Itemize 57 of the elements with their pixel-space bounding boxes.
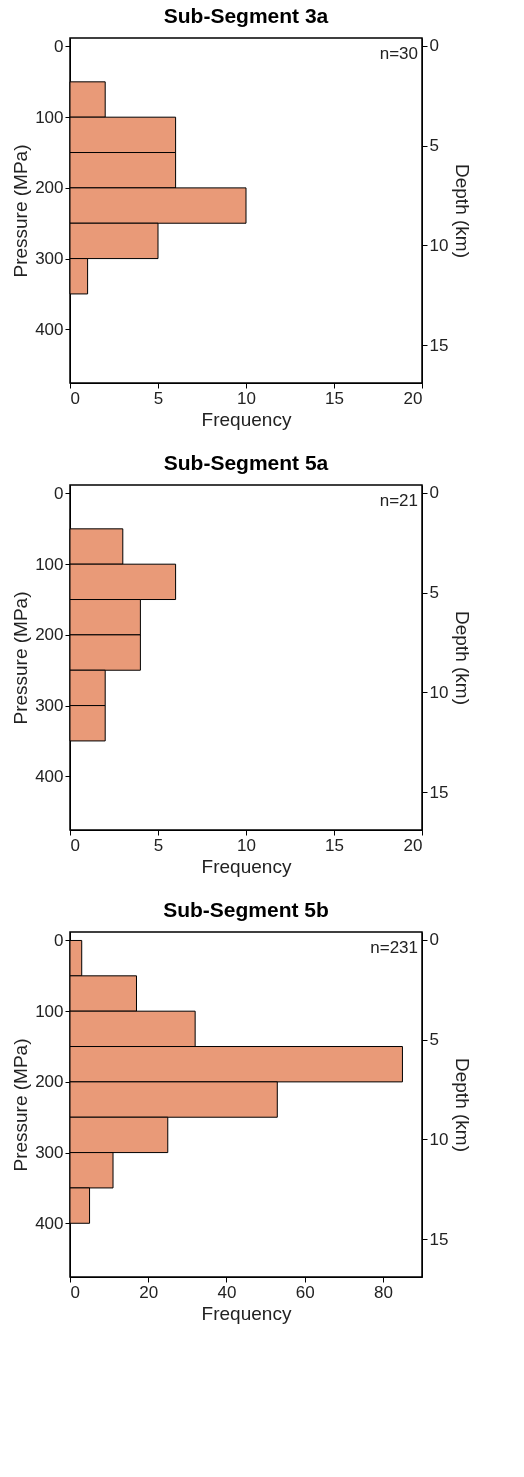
chart-title: Sub-Segment 3a (163, 4, 329, 28)
y2-tick-label: 10 (429, 235, 449, 255)
y-tick-label: 400 (35, 319, 64, 339)
y2-tick-label: 0 (429, 930, 439, 950)
x-tick-label: 20 (403, 835, 423, 855)
y-tick-label: 0 (54, 483, 64, 503)
annotation: n=21 (379, 491, 418, 510)
y2-tick-label: 5 (429, 583, 439, 603)
x-tick-label: 15 (325, 388, 344, 408)
x-tick-label: 80 (373, 1282, 393, 1302)
x-tick-label: 20 (139, 1282, 159, 1302)
x-axis-title: Frequency (201, 408, 292, 430)
x-tick-label: 10 (237, 835, 256, 855)
annotation: n=30 (379, 44, 418, 63)
x-tick-label: 40 (217, 1282, 237, 1302)
x-axis-title: Frequency (201, 855, 292, 877)
x-tick-label: 20 (403, 388, 423, 408)
y2-axis-title: Depth (km) (452, 1058, 474, 1152)
y2-tick-label: 15 (429, 335, 449, 355)
y-tick-label: 0 (54, 36, 64, 56)
annotation: n=231 (370, 938, 418, 957)
y-tick-label: 200 (35, 178, 64, 198)
y-axis-title: Pressure (MPa) (10, 144, 32, 278)
y2-tick-label: 5 (429, 136, 439, 156)
x-tick-label: 0 (70, 388, 80, 408)
x-tick-label: 0 (70, 835, 80, 855)
y-tick-label: 300 (35, 1143, 64, 1163)
y-tick-label: 300 (35, 249, 64, 269)
x-tick-label: 0 (70, 1282, 80, 1302)
y-tick-label: 100 (35, 554, 64, 574)
chart-title: Sub-Segment 5a (163, 451, 329, 475)
y2-tick-label: 10 (429, 682, 449, 702)
y2-axis-title: Depth (km) (452, 611, 474, 705)
y-axis-title: Pressure (MPa) (10, 1038, 32, 1172)
y2-tick-label: 0 (429, 483, 439, 503)
y-tick-label: 100 (35, 1001, 64, 1021)
x-axis-title: Frequency (201, 1302, 292, 1324)
y2-tick-label: 5 (429, 1030, 439, 1050)
y2-axis-title: Depth (km) (452, 164, 474, 258)
x-tick-label: 10 (237, 388, 256, 408)
y-tick-label: 200 (35, 1072, 64, 1092)
x-tick-label: 5 (153, 388, 164, 408)
y-tick-label: 400 (35, 1213, 64, 1233)
y-tick-label: 400 (35, 766, 64, 786)
chart-title: Sub-Segment 5b (163, 898, 329, 922)
x-tick-label: 5 (153, 835, 164, 855)
y2-tick-label: 15 (429, 782, 449, 802)
y-tick-label: 100 (35, 107, 64, 127)
y2-tick-label: 15 (429, 1229, 449, 1249)
y-tick-label: 200 (35, 625, 64, 645)
y2-tick-label: 0 (429, 36, 439, 56)
y-tick-label: 0 (54, 930, 64, 950)
y2-tick-label: 10 (429, 1129, 449, 1149)
y-axis-title: Pressure (MPa) (10, 591, 32, 725)
y-tick-label: 300 (35, 696, 64, 716)
x-tick-label: 60 (295, 1282, 315, 1302)
x-tick-label: 15 (325, 835, 344, 855)
